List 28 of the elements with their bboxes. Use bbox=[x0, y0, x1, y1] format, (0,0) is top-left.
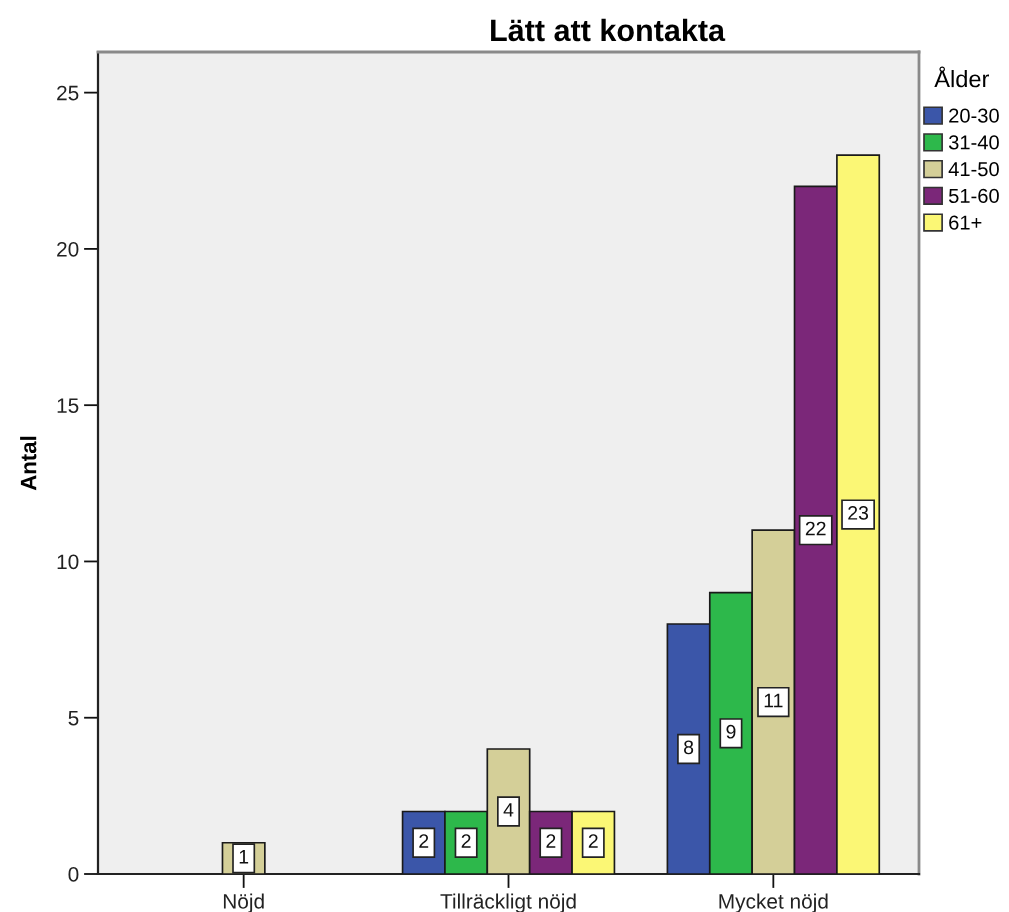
y-axis-title: Antal bbox=[20, 436, 37, 491]
x-tick-label: Mycket nöjd bbox=[719, 893, 828, 912]
legend-label: 41-50 bbox=[948, 162, 999, 177]
legend-label: 51-60 bbox=[948, 188, 999, 203]
legend-label: 61+ bbox=[949, 215, 982, 230]
data-label: 4 bbox=[503, 803, 514, 817]
y-tick-label: 0 bbox=[68, 867, 79, 882]
data-label: 9 bbox=[726, 724, 736, 739]
y-tick-label: 10 bbox=[57, 554, 79, 570]
data-label: 11 bbox=[764, 693, 783, 708]
legend-label: 31-40 bbox=[948, 135, 999, 150]
data-label: 23 bbox=[848, 506, 869, 520]
data-label: 22 bbox=[805, 521, 826, 536]
y-tick-label: 5 bbox=[68, 710, 79, 726]
data-label: 2 bbox=[461, 834, 471, 848]
data-label: 1 bbox=[239, 850, 249, 864]
y-tick-label: 15 bbox=[57, 398, 79, 413]
data-label: 2 bbox=[419, 834, 429, 848]
legend-title: Ålder bbox=[934, 66, 989, 88]
data-label: 8 bbox=[684, 740, 694, 755]
data-label: 2 bbox=[546, 834, 556, 848]
y-tick-label: 20 bbox=[57, 241, 79, 257]
x-tick-label: Tillräckligt nöjd bbox=[440, 893, 576, 912]
data-label: 2 bbox=[588, 834, 598, 848]
chart-title: Lätt att kontakta bbox=[491, 18, 726, 42]
x-tick-label: Nöjd bbox=[223, 893, 264, 912]
legend-label: 20-30 bbox=[949, 108, 999, 123]
y-tick-label: 25 bbox=[57, 85, 79, 101]
